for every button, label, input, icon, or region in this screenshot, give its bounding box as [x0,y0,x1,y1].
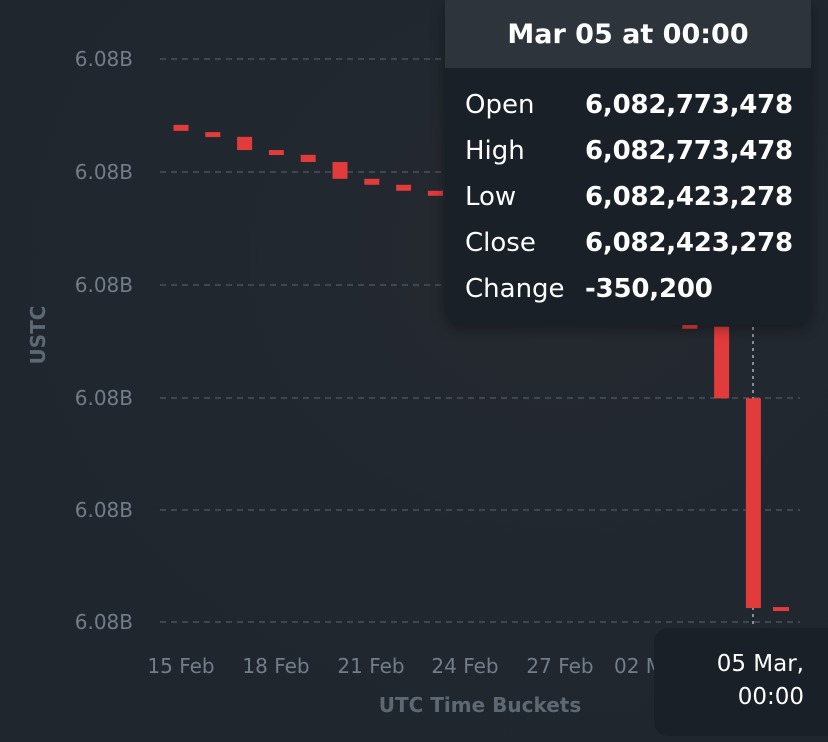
y-tick-label: 6.08B [75,47,133,71]
tooltip-value: 6,082,773,478 [585,90,793,120]
candle[interactable] [205,132,221,138]
x-tick-label: 15 Feb [147,654,214,678]
candle[interactable] [237,136,253,151]
candle[interactable] [364,178,380,185]
candle[interactable] [714,326,730,399]
candle[interactable] [268,150,284,156]
tooltip-label: Low [465,182,517,212]
tooltip-value: 6,082,773,478 [585,136,793,166]
candle-tooltip: Mar 05 at 00:00 Open 6,082,773,478 High … [445,0,811,325]
y-tick-label: 6.08B [75,160,133,184]
candle[interactable] [682,323,698,329]
tooltip-row-change: Change -350,200 [465,274,793,314]
candle[interactable] [427,190,443,196]
crosshair-date: 05 Mar, [716,651,804,677]
tooltip-label: Open [465,90,535,120]
tooltip-row-high: High 6,082,773,478 [465,136,793,176]
tooltip-value: 6,082,423,278 [585,182,793,212]
y-tick-label: 6.08B [75,610,133,634]
x-tick-label: 21 Feb [337,654,404,678]
tooltip-title: Mar 05 at 00:00 [445,0,811,68]
tooltip-label: High [465,136,525,166]
y-axis-title: USTC [26,306,50,365]
candle[interactable] [300,154,316,163]
x-axis-title: UTC Time Buckets [379,693,582,717]
tooltip-row-low: Low 6,082,423,278 [465,182,793,222]
x-axis-ticks: 15 Feb 18 Feb 21 Feb 24 Feb 27 Feb 02 Mar [147,654,684,678]
y-axis-ticks: 6.08B 6.08B 6.08B 6.08B 6.08B 6.08B [75,47,133,634]
tooltip-row-close: Close 6,082,423,278 [465,228,793,268]
y-tick-label: 6.08B [75,498,133,522]
tooltip-label: Close [465,228,536,258]
candle[interactable] [332,162,348,179]
x-tick-label: 24 Feb [431,654,498,678]
candle[interactable] [773,607,789,612]
crosshair-time: 00:00 [737,684,804,710]
y-tick-label: 6.08B [75,386,133,410]
crosshair-x-label: 05 Mar, 00:00 [654,628,828,736]
x-tick-label: 18 Feb [242,654,309,678]
x-tick-label: 27 Feb [526,654,593,678]
tooltip-value: 6,082,423,278 [585,228,793,258]
tooltip-label: Change [465,274,565,304]
candle[interactable] [396,184,412,191]
candle[interactable] [173,124,189,131]
tooltip-value: -350,200 [585,274,713,304]
tooltip-row-open: Open 6,082,773,478 [465,90,793,130]
candle[interactable] [745,398,761,609]
y-tick-label: 6.08B [75,273,133,297]
